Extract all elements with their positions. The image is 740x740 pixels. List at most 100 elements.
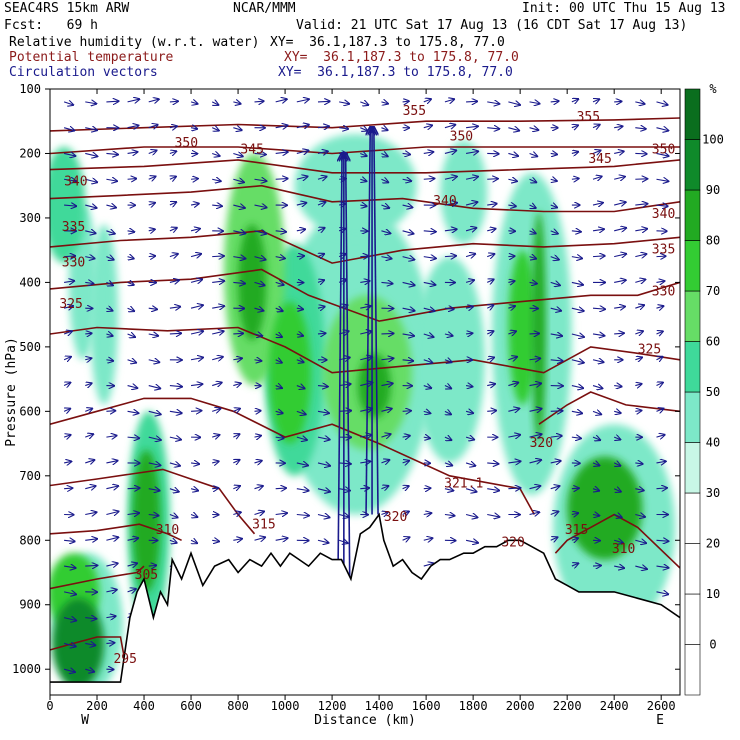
wind-vector [635,102,644,104]
wind-vector [64,540,74,541]
wind-vector [85,434,93,437]
wind-vector [614,463,620,466]
wind-vector [465,307,473,309]
wind-vector [381,409,391,412]
wind-vector [212,306,224,308]
colorbar-label: 0 [709,638,716,652]
wind-vector [148,514,159,515]
colorbar-segment [684,139,701,191]
wind-vector [148,99,159,102]
wind-vector [444,514,454,515]
wind-vector [571,231,581,232]
wind-vector [635,254,646,257]
wind-vector [529,153,538,156]
x-tick-label: 200 [86,699,108,713]
wind-vector [465,202,477,205]
wind-vector [296,308,303,309]
wind-vector [63,592,76,595]
wind-vector [423,513,431,514]
wind-vector [106,436,116,438]
wind-vector [190,128,197,129]
wind-vector [423,257,436,259]
wind-vector [571,437,581,438]
wind-vector [296,334,303,336]
wind-vector [360,153,366,156]
wind-vector [487,204,496,205]
wind-vector [423,231,436,232]
wind-vector [127,386,138,388]
wind-vector [635,305,644,308]
wind-vector [508,409,519,412]
theta-label: 315 [565,523,588,538]
wind-vector [85,102,96,104]
wind-vector [402,512,409,515]
wind-vector [571,178,579,179]
wind-vector [317,151,328,153]
wind-vector [233,179,243,182]
wind-vector [360,102,368,105]
wind-vector [169,386,182,387]
wind-vector [571,334,584,337]
wind-vector [191,411,201,412]
wind-vector [529,434,542,437]
wind-vector [233,512,240,514]
colorbar-segment [684,442,701,494]
wind-vector [402,334,414,336]
wind-vector [85,333,91,334]
field-vectors-xy: XY= 36.1,187.3 to 175.8, 77.0 [278,65,513,80]
wind-vector [254,257,266,260]
theta-label: 355 [403,104,426,119]
wind-vector [465,514,477,517]
wind-vector [275,282,284,284]
wind-vector [169,126,177,127]
wind-vector [212,179,220,181]
colorbar-label: 40 [706,436,720,450]
wind-vector [466,126,478,127]
updraft-vector [365,128,370,515]
plot-frame [49,88,681,696]
wind-vector [614,540,623,543]
wind-vector [148,308,157,309]
colorbar-segment [684,391,701,443]
wind-vector [275,179,288,180]
wind-vector [592,566,601,567]
wind-vector [106,563,117,566]
wind-vector [254,411,261,412]
wind-vector [551,179,557,181]
wind-vector [550,101,559,102]
wind-vector [254,205,267,207]
wind-vector [169,101,178,102]
y-tick-label: 1000 [12,662,41,676]
colorbar: 0 10 20 30 40 50 60 70 80 90 100% [684,82,724,696]
wind-vector [614,254,626,257]
wind-vector [275,308,283,311]
wind-vector [423,488,431,489]
updraft-vector [374,128,379,515]
wind-vector [444,150,456,153]
wind-vector [317,489,330,492]
wind-vector [233,102,240,104]
wind-vector [593,489,599,491]
wind-vector [571,513,578,514]
colorbar-label: 80 [706,234,720,248]
wind-vector [127,589,136,592]
init-time: Init: 00 UTC Thu 15 Aug 13 [522,1,726,16]
wind-vector [465,151,478,153]
theta-contour [50,523,182,542]
x-tick-label: 2200 [553,699,582,713]
y-tick-label: 600 [19,404,41,418]
wind-vector [148,437,161,440]
wind-vector [508,153,518,156]
y-tick-label: 900 [19,598,41,612]
theta-contour [50,184,680,213]
wind-vector [592,256,605,257]
wind-vector [212,540,219,541]
wind-vector [63,102,73,105]
wind-vector [571,257,582,259]
wind-vector [106,616,115,617]
wind-vector [339,128,348,129]
wind-vector [550,334,562,336]
rh-cell [440,140,488,244]
wind-vector [465,437,474,439]
wind-vector [106,537,118,540]
